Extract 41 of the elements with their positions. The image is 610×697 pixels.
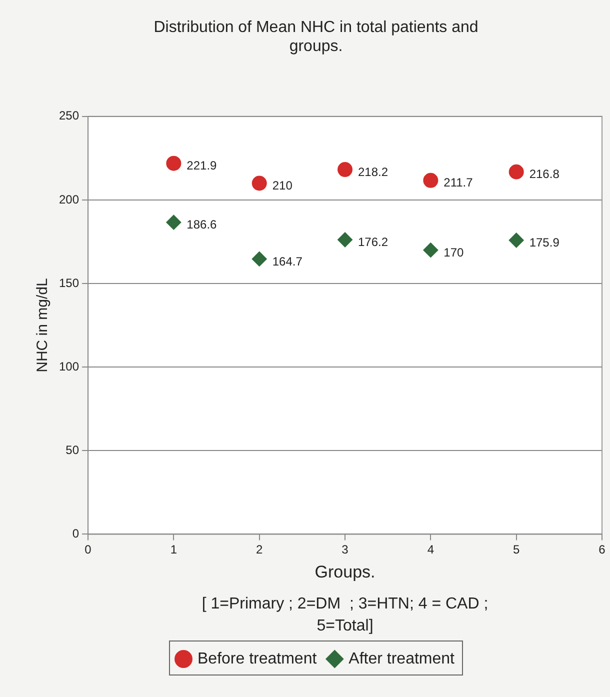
y-tick-label: 50	[66, 442, 80, 457]
y-tick-label: 200	[58, 192, 80, 206]
point	[338, 162, 353, 178]
point	[508, 232, 524, 248]
x-tick-label: 0	[84, 542, 92, 557]
y-tick-label: 150	[58, 276, 80, 290]
legend-label: After treatment	[348, 650, 456, 668]
point	[166, 156, 182, 171]
point	[252, 251, 267, 266]
text: Distribution of Mean NHC in total patients and	[154, 19, 478, 36]
x-tick-label: 5	[512, 542, 520, 557]
x-axis-title: Groups.	[314, 562, 376, 582]
x-tick-label: 1	[170, 542, 178, 557]
data-label: 218.2	[358, 164, 388, 179]
y-axis-title: NHC in mg/dL	[34, 278, 52, 372]
point	[423, 242, 438, 258]
data-label: 211.7	[444, 176, 474, 190]
text: 5=Total]	[316, 618, 374, 635]
x-tick-label: 3	[342, 542, 349, 557]
point	[252, 176, 267, 191]
data-label: 210	[272, 178, 293, 193]
data-label: 170	[444, 245, 464, 260]
data-label: 216.8	[529, 167, 560, 182]
text: groups.	[289, 38, 343, 56]
x-tick-label: 4	[427, 542, 434, 557]
legend-label: Before treatment	[198, 650, 318, 668]
x-tick-label: 2	[256, 542, 264, 557]
y-tick-label: 100	[58, 359, 80, 374]
y-tick-label: 0	[72, 526, 80, 541]
data-label: 164.7	[272, 254, 303, 268]
data-label: 186.6	[186, 218, 218, 232]
x-tick-label: 6	[598, 542, 606, 557]
text: [ 1=Primary ; 2=DM ; 3=HTN; 4 = CAD ;	[202, 596, 488, 613]
point	[338, 232, 353, 248]
data-label: 175.9	[529, 236, 560, 250]
point	[423, 172, 438, 188]
data-label: 221.9	[186, 158, 218, 173]
data-label: 176.2	[358, 235, 388, 250]
point	[166, 214, 182, 230]
y-tick-label: 250	[58, 108, 80, 123]
point	[508, 164, 524, 180]
